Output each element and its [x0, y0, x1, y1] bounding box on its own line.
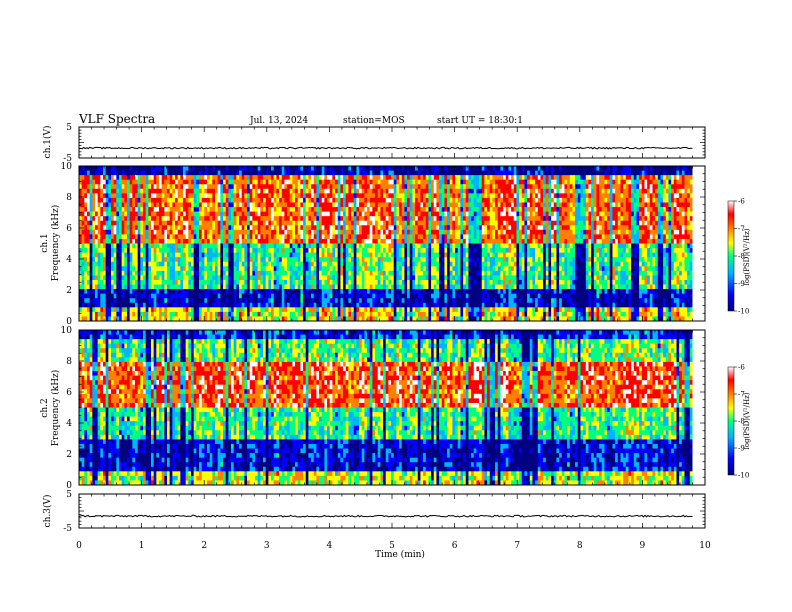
ch2-colorbar	[727, 366, 735, 476]
ch1-spectrogram-ylabel-frequency: Frequency (kHz)	[50, 205, 61, 282]
colorbar-tick-label: -9	[738, 280, 745, 288]
colorbar-tick-label: -7	[738, 391, 745, 399]
colorbar-ticks: -6 -7 -8 -9 -10 -6 -7 -8 -9 -10	[734, 198, 749, 480]
y-tick-label: 6	[66, 388, 72, 398]
y-tick-label: 4	[66, 255, 72, 265]
y-tick-label: 8	[66, 193, 72, 203]
ch2-spectrogram-image	[79, 330, 705, 486]
ch2-spectrogram-ylabel-frequency: Frequency (kHz)	[50, 370, 61, 447]
x-tick-label: 2	[201, 541, 207, 551]
chart-title: VLF Spectra	[78, 112, 155, 126]
colorbar-tick-label: -6	[738, 198, 745, 206]
ch3-waveform-frame	[78, 493, 706, 529]
ch1-waveform-trace	[78, 146, 693, 150]
waveform-line	[78, 146, 693, 150]
x-tick-label: 0	[76, 541, 82, 551]
waveform-line	[78, 514, 693, 518]
x-tick-label: 5	[389, 541, 395, 551]
y-tick-label: 0	[66, 481, 72, 491]
colorbar-tick-label: -9	[738, 445, 745, 453]
y-tick-label: -5	[63, 154, 72, 164]
start-time-label: start UT = 18:30:1	[437, 116, 523, 126]
x-tick-label: 9	[640, 541, 646, 551]
y-tick-label: 5	[66, 490, 72, 500]
y-tick-label: 6	[66, 224, 72, 234]
x-tick-label: 6	[452, 541, 458, 551]
colorbar-tick-label: -8	[738, 418, 745, 426]
y-tick-label: 2	[66, 286, 72, 296]
colorbar-tick-label: -8	[738, 253, 745, 261]
x-tick-label: 3	[264, 541, 270, 551]
colorbar-tick-label: -6	[738, 364, 745, 372]
ch1-spectrogram-image	[79, 166, 705, 322]
ch2-colorbar-label: log(PSD)(V²/Hz)	[743, 392, 751, 449]
y-tick-label: 10	[61, 326, 73, 336]
y-tick-label: -5	[63, 524, 72, 534]
x-tick-label: 4	[327, 541, 333, 551]
ch1-spectrogram-ylabel-channel: ch.1	[40, 233, 50, 252]
y-tick-label: 10	[61, 162, 73, 172]
y-tick-label: 8	[66, 357, 72, 367]
ch2-spectrogram-ylabel-channel: ch.2	[40, 398, 50, 417]
x-tick-label: 1	[139, 541, 145, 551]
y-tick-label: 4	[66, 419, 72, 429]
station-label: station=MOS	[343, 116, 405, 126]
ch3-waveform-trace	[78, 514, 693, 518]
ch1-colorbar	[727, 200, 735, 312]
ch1-colorbar-label: log(PSD)(V²/Hz)	[743, 228, 751, 285]
colorbar-tick-label: -7	[738, 225, 745, 233]
date-label: Jul. 13, 2024	[249, 116, 308, 126]
colorbar-tick-label: -10	[738, 472, 749, 480]
ch3-waveform-ylabel: ch.3(V)	[42, 495, 53, 528]
y-tick-label: 2	[66, 450, 72, 460]
x-tick-label: 10	[699, 541, 711, 551]
x-tick-label: 7	[514, 541, 520, 551]
colorbar-tick-label: -10	[738, 308, 749, 316]
y-tick-label: 5	[66, 123, 72, 133]
x-tick-label: 8	[577, 541, 583, 551]
y-tick-label: 0	[66, 317, 72, 327]
x-axis-label: Time (min)	[375, 549, 425, 560]
ch1-waveform-ylabel: ch.1(V)	[42, 126, 53, 159]
